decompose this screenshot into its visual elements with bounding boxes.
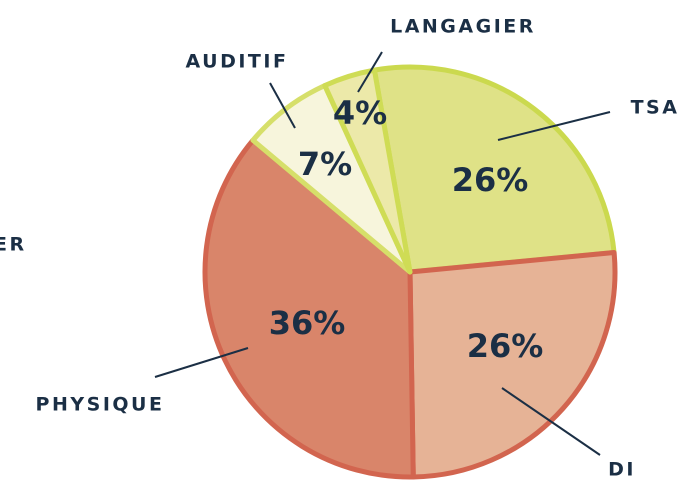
value-label: 36% bbox=[269, 304, 346, 342]
value-label: 4% bbox=[333, 94, 387, 132]
slice-label: TSA bbox=[631, 97, 680, 119]
slice-label: PHYSIQUE bbox=[36, 394, 165, 416]
pie-slice bbox=[202, 137, 416, 480]
cropped-label: ER bbox=[0, 234, 27, 256]
leader-line bbox=[501, 387, 601, 456]
value-label: 26% bbox=[467, 327, 544, 365]
pie-slice bbox=[322, 67, 413, 275]
leader-line bbox=[357, 51, 383, 93]
leader-line bbox=[497, 111, 611, 141]
pie-slice bbox=[371, 64, 617, 275]
slice-label: LANGAGIER bbox=[390, 16, 536, 38]
pie-slice bbox=[407, 250, 618, 480]
value-label: 26% bbox=[452, 161, 529, 199]
slice-label: DI bbox=[608, 459, 636, 480]
slice-label: AUDITIF bbox=[186, 51, 289, 73]
leader-line bbox=[269, 82, 296, 129]
value-label: 7% bbox=[298, 145, 352, 183]
leader-line bbox=[154, 347, 249, 378]
